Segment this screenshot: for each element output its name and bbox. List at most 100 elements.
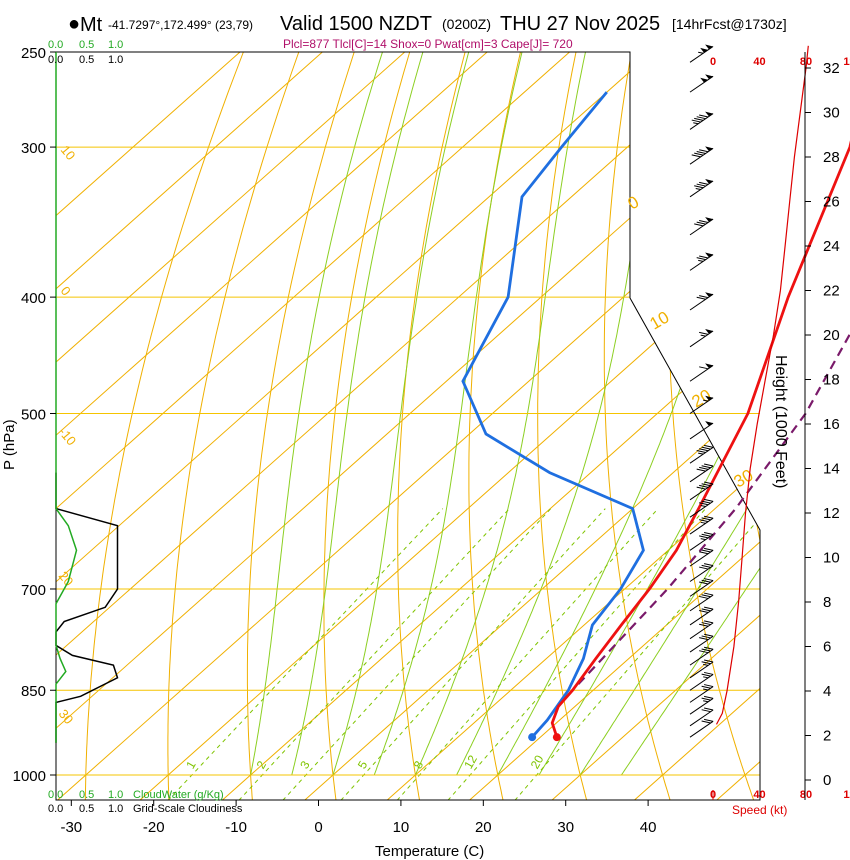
wind-barb-staff xyxy=(689,661,714,679)
isobar-lines xyxy=(56,51,760,776)
surface-temperature-dot xyxy=(552,733,561,742)
wind-barb-feather xyxy=(701,685,711,689)
height-tick-label: 32 xyxy=(823,60,840,77)
surface-dewpoint-dot xyxy=(528,733,537,742)
wind-barb-feather xyxy=(699,295,709,299)
wind-barb-feather xyxy=(701,465,711,469)
wind-barb xyxy=(689,684,714,703)
dry-adiabat-line xyxy=(792,31,850,801)
speed-axis-label: Speed (kt) xyxy=(732,803,787,817)
wind-barb xyxy=(689,547,714,567)
mixing-ratio-line xyxy=(238,508,510,800)
wind-barb xyxy=(689,481,714,501)
wind-barb-feather xyxy=(691,154,701,158)
cloudwater-scale-0: 0.0 xyxy=(48,39,63,51)
mixing-ratio-labels: 1 2 3 5 8 12 20 xyxy=(183,752,546,771)
wind-barb-half-feather xyxy=(700,538,706,541)
mixing-ratio-label: 20 xyxy=(528,752,547,771)
wind-barb-feather xyxy=(704,659,714,663)
wind-barb-feather xyxy=(704,481,714,485)
isotherm-line xyxy=(359,52,760,800)
wind-barb-half-feather xyxy=(703,688,709,691)
wind-barb-half-feather xyxy=(700,334,706,337)
wind-barb-feather xyxy=(699,255,709,259)
wind-barb-feather xyxy=(704,646,714,650)
cloudiness-scale-0-bottom: 0.0 xyxy=(48,803,63,815)
wind-barb-feather xyxy=(701,697,711,701)
wind-barb xyxy=(689,671,714,691)
wind-barb-feather xyxy=(699,149,709,153)
moist-adiabat-line xyxy=(538,52,760,776)
wind-barb-flag xyxy=(705,111,714,117)
mixing-ratio-line xyxy=(396,508,659,800)
height-tick-label: 0 xyxy=(823,772,831,789)
wind-barb-staff xyxy=(689,580,714,597)
x-tick-label: -30 xyxy=(60,819,82,836)
moist-adiabat-line xyxy=(373,52,523,776)
wind-barb xyxy=(689,695,714,715)
adiabat-label: 10 xyxy=(647,308,673,334)
wind-barb-feather xyxy=(699,181,709,185)
height-tick-label: 16 xyxy=(823,416,840,433)
wind-barb-feather xyxy=(699,448,709,452)
isotherm-line xyxy=(194,52,760,800)
wind-barb xyxy=(689,707,714,727)
wind-barb xyxy=(689,532,714,551)
wind-barb xyxy=(689,515,714,535)
wind-barb-feather xyxy=(701,648,711,652)
wind-barb xyxy=(689,178,714,198)
wind-barb-feather xyxy=(701,446,711,450)
wind-barb xyxy=(689,578,714,597)
dry-adiabat-line xyxy=(397,52,472,800)
wind-barb-feather xyxy=(691,119,701,123)
wind-barb-feather xyxy=(704,592,714,596)
height-tick-label: 30 xyxy=(823,105,840,122)
wind-barb-feather xyxy=(699,502,709,506)
wind-barb-feather xyxy=(701,594,711,598)
wind-barb-feather xyxy=(699,551,709,555)
cloudiness-scale-05-bottom: 0.5 xyxy=(79,803,94,815)
wind-barb-feather xyxy=(699,650,709,654)
wind-barb xyxy=(689,659,714,679)
wind-speed-profile xyxy=(715,45,809,725)
wind-barb xyxy=(689,606,714,626)
wind-barb-half-feather xyxy=(698,259,704,262)
cloudiness-label: Grid-Scale Cloudiness xyxy=(133,803,243,815)
cloud-panel xyxy=(55,52,119,743)
wind-barb xyxy=(689,292,714,311)
wind-barb-flag xyxy=(705,44,714,50)
wind-barb xyxy=(689,421,714,440)
wind-barb-staff xyxy=(689,635,714,653)
wind-barb-feather xyxy=(701,483,711,487)
height-tick-label: 12 xyxy=(823,505,840,522)
wind-barb-flag xyxy=(705,292,714,298)
moist-adiabat-line xyxy=(332,52,470,776)
wind-barb-feather xyxy=(699,566,709,570)
wind-barb-feather xyxy=(704,515,714,519)
wind-barb-feather xyxy=(699,535,709,539)
wind-barb xyxy=(689,646,714,666)
wind-barb-feather xyxy=(696,296,706,300)
wind-barb-feather xyxy=(699,219,709,223)
wind-barb-feather xyxy=(699,637,709,641)
speed-axis-ticks: 0 0 40 40 80 80 120 120 xyxy=(710,56,850,801)
wind-barb-half-feather xyxy=(700,521,706,524)
wind-barb-feather xyxy=(701,661,711,665)
cloudiness-scale-0: 0.0 xyxy=(48,54,63,66)
speed-tick-top: 120 xyxy=(843,56,850,68)
mixing-ratio-line xyxy=(340,508,606,800)
wind-barb-staff xyxy=(689,446,714,464)
wind-barb-feather xyxy=(704,620,714,624)
dewpoint-trace xyxy=(461,91,645,739)
wind-barb xyxy=(689,146,714,165)
utc-time: (0200Z) xyxy=(442,16,491,32)
wind-barb-feather xyxy=(696,486,706,490)
moist-adiabat-line xyxy=(291,52,424,776)
stability-indices: Plcl=877 Tlcl[C]=14 Shox=0 Pwat[cm]=3 Ca… xyxy=(283,37,573,51)
wind-barb-feather xyxy=(699,519,709,523)
speed-tick-bottom: 80 xyxy=(800,789,812,801)
mixing-ratio-label: 3 xyxy=(297,758,313,771)
isotherm-line xyxy=(56,52,455,800)
isotherm-label: 30 xyxy=(56,706,77,727)
isotherm-line xyxy=(56,52,290,800)
